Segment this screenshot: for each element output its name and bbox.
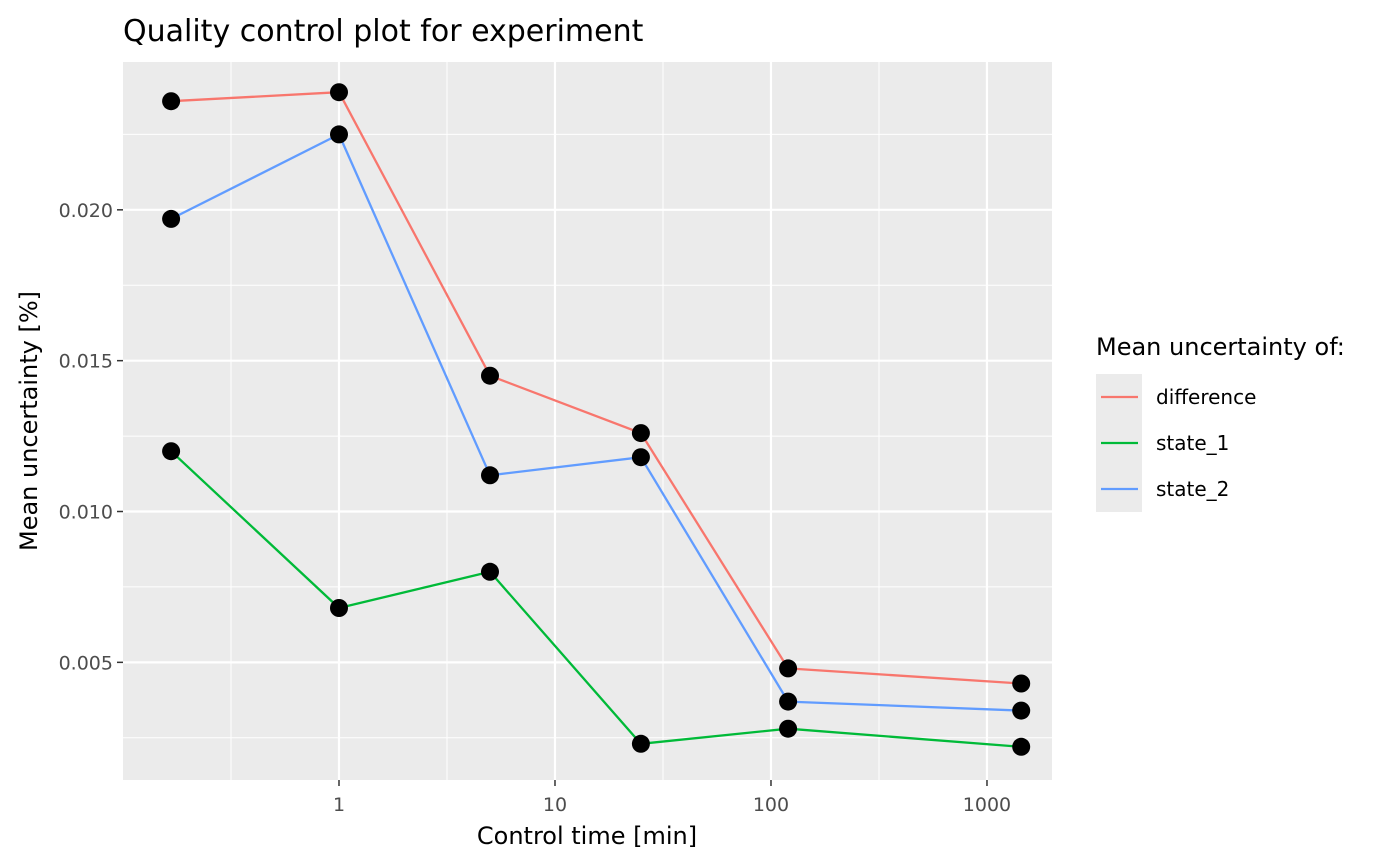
series-lines	[170, 91, 1022, 748]
data-point-difference	[1012, 674, 1031, 693]
data-point-state_1	[330, 599, 348, 617]
data-point-difference	[330, 83, 348, 102]
data-point-state_2	[631, 448, 650, 467]
y-axis-title: Mean uncertainty [%]	[15, 291, 43, 551]
y-tick-label: 0.020	[59, 200, 113, 222]
data-point-difference	[779, 659, 798, 678]
series-line-difference	[171, 91, 1022, 685]
x-tick-label: 10	[543, 794, 567, 816]
x-axis-title: Control time [min]	[477, 822, 697, 850]
y-tick-label: 0.005	[59, 652, 113, 674]
data-point-difference	[481, 366, 499, 385]
data-point-state_2	[779, 692, 798, 711]
y-tick-label: 0.015	[59, 351, 113, 373]
data-point-state_1	[1012, 737, 1031, 756]
chart-title: Quality control plot for experiment	[123, 14, 644, 49]
y-tick-label: 0.010	[59, 502, 113, 524]
data-point-state_2	[1012, 701, 1031, 720]
legend-label-difference: difference	[1156, 385, 1256, 409]
x-axis-ticks: 1 10 100 1000	[333, 780, 1011, 816]
legend-title: Mean uncertainty of:	[1096, 333, 1345, 361]
legend-label-state_1: state_1	[1156, 431, 1229, 455]
data-point-difference	[162, 92, 181, 111]
x-tick-label: 100	[753, 794, 789, 816]
series-line-state_1	[170, 450, 1022, 748]
legend: Mean uncertainty of: difference state_1st…	[1096, 333, 1345, 512]
data-point-state_1	[631, 734, 650, 753]
data-point-state_2	[162, 209, 181, 228]
series-line-state_2	[170, 133, 1022, 712]
data-points	[162, 83, 1031, 756]
grid-lines	[123, 62, 1052, 780]
data-point-difference	[631, 424, 650, 443]
x-tick-label: 1000	[963, 794, 1011, 816]
y-axis-ticks: 0.005 0.010 0.015 0.020	[59, 200, 123, 674]
data-point-state_1	[162, 442, 181, 461]
plot-panel	[123, 62, 1052, 780]
data-point-state_2	[330, 125, 348, 144]
data-point-state_2	[481, 466, 499, 485]
legend-label-state_2: state_2	[1156, 477, 1229, 501]
data-point-state_1	[481, 562, 499, 581]
x-tick-label: 1	[333, 794, 345, 816]
data-point-state_1	[779, 719, 798, 738]
